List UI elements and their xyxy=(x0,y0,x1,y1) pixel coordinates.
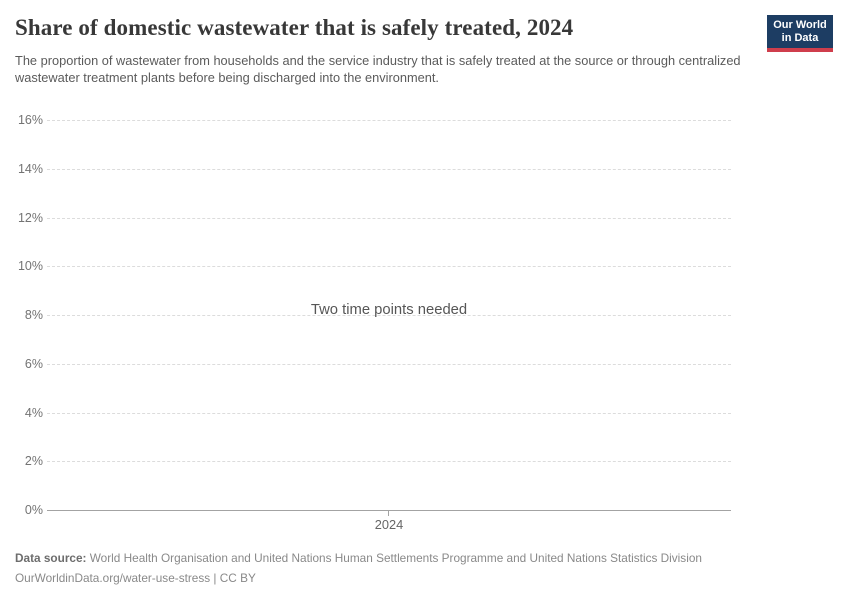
y-axis-tick-label: 0% xyxy=(24,503,43,517)
logo-line-2: in Data xyxy=(781,31,819,44)
gridline xyxy=(47,217,731,219)
chart-footer: Data source: World Health Organisation a… xyxy=(15,548,835,588)
data-source-label: Data source: xyxy=(15,551,87,565)
gridline xyxy=(47,363,731,365)
x-axis-line xyxy=(47,510,731,511)
chart-message: Two time points needed xyxy=(310,302,468,318)
y-axis-tick-label: 12% xyxy=(17,210,43,225)
y-axis-tick-label: 10% xyxy=(17,259,43,274)
logo-line-1: Our World xyxy=(773,18,827,31)
y-axis-tick-label: 4% xyxy=(24,405,43,420)
y-axis-tick-label: 16% xyxy=(17,113,43,127)
data-source-line: Data source: World Health Organisation a… xyxy=(15,548,835,568)
gridline xyxy=(47,412,731,414)
gridline xyxy=(47,120,731,121)
y-axis-tick-label: 8% xyxy=(24,308,43,322)
gridline xyxy=(47,461,731,463)
y-axis-tick-label: 6% xyxy=(24,356,43,371)
x-axis-label: 2024 xyxy=(374,517,404,532)
y-axis-tick-label: 14% xyxy=(17,161,43,176)
owid-logo[interactable]: Our World in Data xyxy=(767,15,833,52)
gridline xyxy=(47,168,731,170)
data-source-text: World Health Organisation and United Nat… xyxy=(86,551,702,565)
attribution-line[interactable]: OurWorldinData.org/water-use-stress | CC… xyxy=(15,571,256,585)
chart-subtitle: The proportion of wastewater from househ… xyxy=(15,53,741,85)
gridline xyxy=(47,315,731,316)
chart-title: Share of domestic wastewater that is saf… xyxy=(15,15,574,40)
gridline xyxy=(47,266,731,268)
y-axis-tick-label: 2% xyxy=(24,454,43,469)
x-axis-tick xyxy=(388,511,389,516)
